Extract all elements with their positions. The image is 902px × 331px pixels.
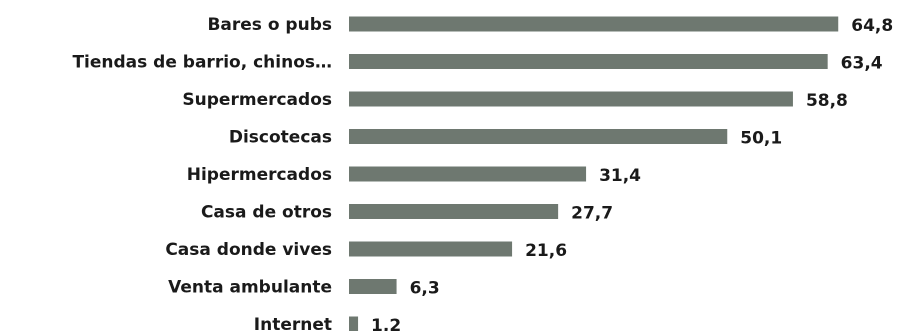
value-label: 64,8 [851,16,893,36]
bar [349,54,828,69]
value-label: 58,8 [806,91,848,111]
category-label: Supermercados [182,90,332,110]
value-label: 50,1 [740,129,782,149]
category-label: Bares o pubs [207,15,332,35]
value-label: 21,6 [525,241,567,261]
bar [349,241,513,257]
bars [349,16,839,331]
value-label: 31,4 [599,166,641,186]
value-label: 1,2 [371,316,401,331]
bar [349,204,559,219]
value-label: 6,3 [410,279,440,299]
category-label: Discotecas [229,128,332,148]
bar [349,166,587,182]
bar [349,279,397,294]
value-label: 27,7 [571,204,613,224]
value-label: 63,4 [841,54,883,74]
category-label: Internet [254,315,332,331]
bar [349,129,728,144]
category-label: Tiendas de barrio, chinos… [72,53,332,73]
value-labels: 64,8 63,4 58,8 50,1 31,4 27,721,6 6,3 1,2 [371,16,893,331]
category-labels: Bares o pubs Tiendas de barrio, chinos… Su… [72,15,332,331]
category-label: Casa donde vives [165,240,332,260]
category-label: Casa de otros [201,203,332,223]
category-label: Hipermercados [187,165,332,185]
category-label: Venta ambulante [168,278,332,298]
bar [349,91,793,107]
bar [349,316,359,331]
bar [349,16,839,32]
